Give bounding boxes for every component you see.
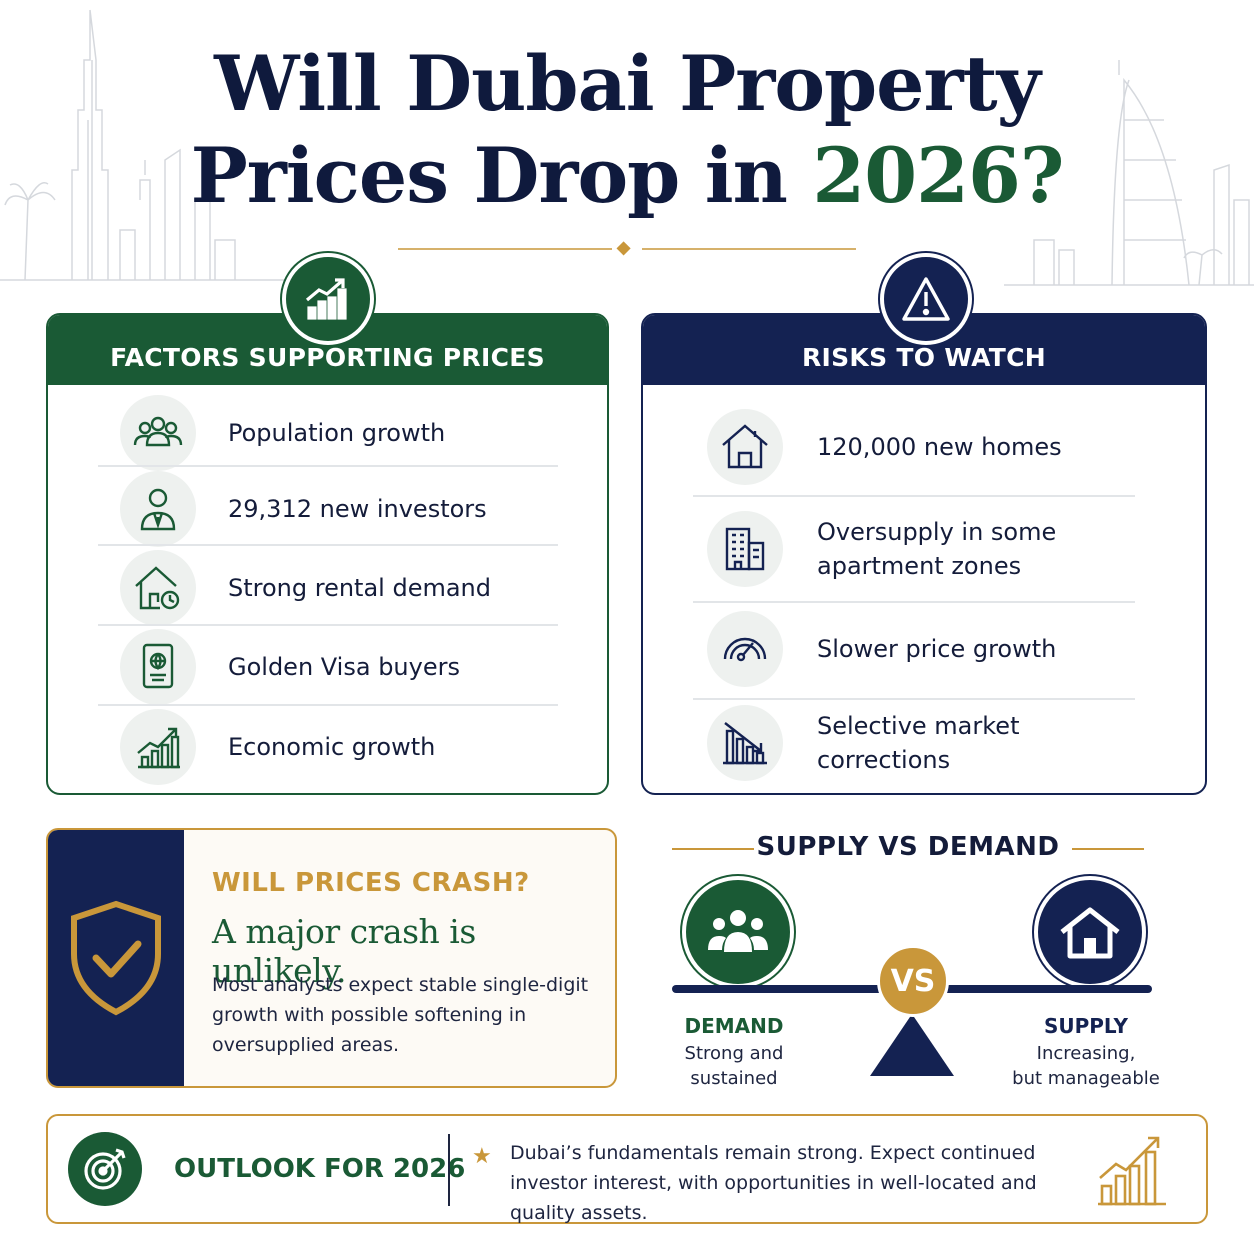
row-divider — [98, 624, 558, 626]
list-item: Strong rental demand — [120, 550, 491, 626]
svd-title-rule-left — [672, 848, 754, 850]
risk-item-label-line-1: Selective market — [817, 712, 1020, 740]
risks-panel: RISKS TO WATCH 120,000 new homes Oversup… — [641, 313, 1207, 795]
demand-sub-line-1: Strong and — [684, 1043, 784, 1064]
demand-people-icon — [682, 876, 794, 988]
page-title: Will Dubai Property Prices Drop in 2026? — [0, 38, 1254, 222]
list-item: Selective market corrections — [707, 705, 1019, 781]
crash-kicker: WILL PRICES CRASH? — [212, 868, 530, 898]
title-line-2: Prices Drop in 2026? — [0, 130, 1254, 222]
shield-check-icon — [71, 900, 161, 1016]
supporting-item-label: Economic growth — [228, 733, 436, 761]
list-item: Population growth — [120, 395, 445, 471]
title-year: 2026? — [812, 131, 1064, 220]
row-divider — [693, 495, 1135, 497]
list-item: Economic growth — [120, 709, 435, 785]
risk-item-label-line-2: corrections — [817, 746, 951, 774]
house-icon — [707, 409, 783, 485]
people-group-icon — [120, 395, 196, 471]
balance-fulcrum — [870, 1014, 954, 1076]
warning-icon — [880, 253, 972, 345]
row-divider — [693, 601, 1135, 603]
supporting-item-label: Strong rental demand — [228, 574, 492, 602]
outlook-divider — [448, 1134, 450, 1206]
outlook-banner: OUTLOOK FOR 2026 ★ Dubai’s fundamentals … — [46, 1114, 1208, 1224]
risk-item-label-line-1: Oversupply in some — [817, 518, 1057, 546]
declining-chart-icon — [707, 705, 783, 781]
passport-icon — [120, 629, 196, 705]
gold-growth-chart-icon — [1098, 1136, 1166, 1206]
row-divider — [98, 544, 558, 546]
row-divider — [693, 698, 1135, 700]
supply-sub-line-1: Increasing, — [1036, 1043, 1136, 1064]
supporting-item-label: 29,312 new investors — [228, 495, 487, 523]
row-divider — [98, 704, 558, 706]
title-line-2-prefix: Prices Drop in — [190, 131, 788, 220]
crash-callout-sidebar — [48, 830, 184, 1086]
outlook-label: OUTLOOK FOR 2026 — [174, 1154, 466, 1184]
list-item: 29,312 new investors — [120, 471, 487, 547]
svd-title-rule-right — [1072, 848, 1144, 850]
supply-label: SUPPLY — [1043, 1014, 1129, 1038]
row-divider — [98, 465, 558, 467]
risk-item-label-line-2: apartment zones — [817, 552, 1022, 580]
title-divider — [398, 241, 856, 256]
star-icon: ★ — [472, 1144, 492, 1169]
target-icon — [68, 1132, 142, 1206]
speedometer-icon — [707, 611, 783, 687]
supporting-factors-panel: FACTORS SUPPORTING PRICES Population gro… — [46, 313, 609, 795]
growth-chart-icon — [120, 709, 196, 785]
supporting-item-label: Golden Visa buyers — [228, 653, 460, 681]
house-clock-icon — [120, 550, 196, 626]
demand-sub-line-2: sustained — [690, 1068, 778, 1089]
businessman-icon — [120, 471, 196, 547]
risk-item-label: Oversupply in some apartment zones — [817, 515, 1056, 583]
risk-item-label: Selective market corrections — [817, 709, 1019, 777]
dubai-skyline-left-icon — [0, 9, 290, 281]
risk-item-label: Slower price growth — [817, 635, 1057, 663]
crash-headline: A major crash is unlikely. — [212, 912, 476, 990]
list-item: Golden Visa buyers — [120, 629, 460, 705]
supply-vs-demand-title: SUPPLY VS DEMAND — [756, 832, 1060, 862]
crash-body: Most analysts expect stable single-digit… — [212, 974, 589, 1056]
buildings-icon — [707, 511, 783, 587]
title-line-1: Will Dubai Property — [214, 39, 1041, 128]
list-item: Oversupply in some apartment zones — [707, 511, 1056, 587]
vs-badge: VS — [877, 945, 949, 1017]
supporting-item-label: Population growth — [228, 419, 446, 447]
list-item: Slower price growth — [707, 611, 1056, 687]
demand-label: DEMAND — [684, 1014, 784, 1038]
trend-up-icon — [282, 253, 374, 345]
list-item: 120,000 new homes — [707, 409, 1062, 485]
burj-al-arab-skyline-icon — [1004, 60, 1254, 286]
supply-house-icon — [1034, 876, 1146, 988]
risk-item-label: 120,000 new homes — [817, 433, 1062, 461]
outlook-text: Dubai’s fundamentals remain strong. Expe… — [510, 1142, 1037, 1224]
crash-callout: WILL PRICES CRASH? A major crash is unli… — [46, 828, 617, 1088]
supply-sub-line-2: but manageable — [1012, 1068, 1160, 1089]
